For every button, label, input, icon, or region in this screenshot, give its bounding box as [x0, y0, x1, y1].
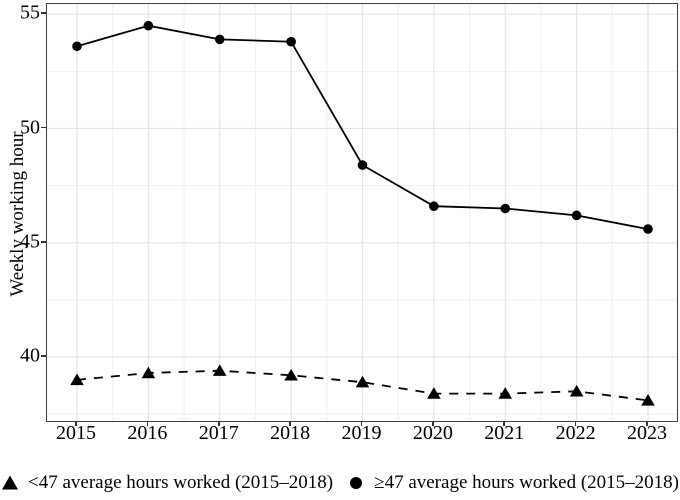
x-tick-mark — [146, 421, 149, 426]
x-tick-mark — [75, 421, 77, 426]
chart-legend: <47 average hours worked (2015–2018) ≥47 … — [0, 468, 680, 498]
legend-label: <47 average hours worked (2015–2018) — [28, 472, 334, 493]
x-tick-label: 2015 — [56, 422, 96, 444]
plot-panel — [46, 3, 678, 422]
x-tick-label: 2022 — [555, 422, 596, 444]
legend-item: <47 average hours worked (2015–2018) — [1, 472, 333, 494]
x-tick-label: 2019 — [341, 422, 382, 444]
y-tick-label: 55 — [20, 1, 40, 24]
y-tick-mark — [41, 12, 46, 15]
x-tick-label: 2021 — [484, 422, 525, 444]
x-tick-label: 2018 — [270, 422, 311, 444]
x-tick-label: 2023 — [627, 422, 667, 444]
y-tick-mark — [41, 126, 46, 129]
x-tick-label: 2020 — [412, 422, 453, 444]
x-tick-mark — [503, 421, 506, 426]
y-tick-label: 45 — [20, 230, 40, 253]
x-tick-mark — [432, 421, 434, 426]
y-axis-title: Weekly working hour — [7, 131, 28, 297]
y-tick-label: 40 — [20, 344, 40, 367]
y-tick-mark — [41, 355, 46, 357]
x-tick-mark — [360, 421, 363, 426]
plot-area-svg — [47, 4, 677, 421]
y-tick-mark — [41, 240, 46, 243]
y-tick-label: 50 — [20, 116, 40, 139]
x-tick-label: 2017 — [198, 422, 239, 444]
legend-triangle-icon — [2, 475, 18, 490]
legend-item: ≥47 average hours worked (2015–2018) — [347, 472, 679, 494]
x-tick-mark — [646, 421, 648, 426]
x-tick-mark — [574, 421, 577, 426]
x-tick-label: 2016 — [127, 422, 168, 444]
legend-label: ≥47 average hours worked (2015–2018) — [374, 472, 679, 493]
legend-circle-icon — [350, 477, 363, 489]
x-tick-mark — [289, 421, 291, 426]
x-tick-mark — [217, 421, 220, 426]
